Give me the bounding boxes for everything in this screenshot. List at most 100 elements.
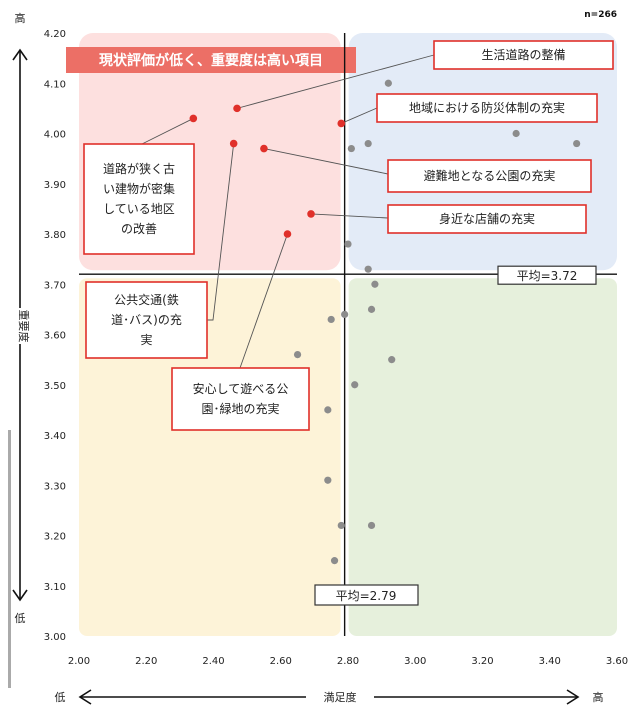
scatter-point: [351, 381, 359, 389]
callout-box: [433, 40, 614, 70]
highlighted-point: [229, 139, 238, 148]
highlighted-point: [260, 144, 268, 153]
y-axis-label: 重要度: [17, 310, 31, 343]
quadrant-title-text: 現状評価が低く、重要度は高い項目: [99, 52, 323, 69]
callout: 身近な店舗の充実: [387, 204, 587, 234]
scatter-point: [371, 280, 379, 288]
leader-line: [341, 107, 378, 124]
scatter-point: [367, 305, 376, 313]
highlighted-point: [337, 119, 346, 128]
callout-text: している地区: [103, 202, 175, 216]
y-mean-label-box: [497, 265, 597, 285]
callout-box: [85, 281, 208, 359]
callout-leaders: [141, 54, 435, 369]
x-axis-label: 満足度: [324, 690, 357, 704]
scatter-point: [364, 139, 372, 148]
x-tick-label: 2.20: [135, 656, 157, 667]
x-tick-label: 2.00: [68, 656, 90, 667]
quadrant-title-bg: [66, 47, 356, 73]
highlighted-point: [307, 210, 315, 218]
y-tick-label: 3.90: [44, 180, 66, 191]
scatter-point: [293, 351, 302, 359]
y-mean-label: 平均=3.72: [497, 265, 597, 285]
callout-box: [376, 93, 598, 123]
callout-text: い建物が密集: [103, 181, 175, 196]
callout-text: 生活道路の整備: [481, 47, 565, 62]
mean-lines: 平均=3.72 平均=2.79: [79, 33, 617, 636]
y-mean-label-text: 平均=3.72: [517, 269, 578, 283]
n-label: n=266: [584, 10, 617, 20]
y-tick-label: 4.20: [44, 29, 66, 40]
leader-line: [263, 148, 389, 175]
scatter-point: [573, 139, 581, 148]
callout-text: 安心して遊べる公: [193, 381, 289, 396]
x-mean-label-text: 平均=2.79: [336, 589, 397, 603]
y-high-label: 高: [15, 11, 26, 25]
x-tick-label: 3.40: [539, 656, 561, 667]
scatter-point: [344, 240, 352, 248]
scatter-point: [324, 476, 332, 484]
y-tick-label: 3.40: [44, 431, 66, 442]
y-tick-label: 3.10: [44, 582, 66, 593]
scatter-point: [341, 310, 349, 318]
callout-box: [387, 159, 592, 193]
leader-line: [207, 143, 235, 321]
y-tick-label: 3.70: [44, 280, 66, 291]
x-tick-label: 2.60: [270, 656, 292, 667]
x-mean-label: 平均=2.79: [314, 584, 419, 606]
callout-text: 道･バス)の充: [111, 312, 182, 327]
side-bar: [8, 430, 11, 688]
x-tick-label: 2.80: [337, 656, 359, 667]
x-arrow-head-right: [566, 689, 580, 705]
callout-text: 地域における防災体制の充実: [409, 100, 565, 115]
callout: 地域における防災体制の充実: [376, 93, 598, 123]
scatter-point: [347, 144, 355, 153]
quadrant-title: 現状評価が低く、重要度は高い項目: [66, 47, 356, 73]
scatter-point: [364, 265, 372, 273]
y-tick-label: 4.00: [44, 130, 66, 141]
y-tick-label: 3.60: [44, 331, 66, 342]
x-low-label: 低: [55, 691, 66, 704]
highlighted-point: [283, 230, 292, 238]
x-mean-label-box: [314, 584, 419, 606]
callout-text: 身近な店舗の充実: [439, 211, 535, 226]
x-tick-label: 3.00: [404, 656, 426, 667]
scatter-point: [327, 315, 335, 324]
highlighted-point: [189, 114, 198, 123]
y-low-label: 低: [15, 612, 26, 625]
callout-box: [83, 143, 195, 255]
scatter-point: [330, 557, 339, 565]
y-arrow-head-up: [12, 48, 28, 61]
x-axis-ticks: 2.00 2.20 2.40 2.60 2.80 3.00 3.20 3.40 3.60: [68, 656, 628, 667]
callout: 生活道路の整備: [433, 40, 614, 70]
leader-line: [141, 118, 194, 145]
callout-box: [171, 367, 310, 431]
callout-text: の改善: [121, 221, 157, 236]
scatter-point: [512, 129, 520, 138]
y-axis-ticks: 3.00 3.10 3.20 3.30 3.40 3.50 3.60 3.70 3.80 3.90…: [44, 29, 66, 643]
callout-text: 公共交通(鉄: [114, 292, 179, 307]
y-tick-label: 4.10: [44, 79, 66, 90]
callout-text: 道路が狭く古: [103, 161, 175, 176]
callout-box: [387, 204, 587, 234]
callout: 公共交通(鉄道･バス)の充実: [85, 281, 208, 359]
scatter-point: [384, 79, 392, 87]
scatter-point: [337, 521, 345, 530]
x-tick-label: 2.40: [202, 656, 224, 667]
leader-line: [236, 54, 435, 109]
y-tick-label: 3.20: [44, 532, 66, 543]
highlighted-point: [233, 104, 241, 113]
quadrant-lower-right: [348, 278, 617, 636]
x-tick-label: 3.20: [471, 656, 493, 667]
callout: 避難地となる公園の充実: [387, 159, 592, 193]
x-high-label: 高: [593, 690, 604, 704]
y-arrow-head-down: [12, 589, 28, 602]
callout-text: 避難地となる公園の充実: [424, 168, 556, 183]
y-tick-label: 3.50: [44, 381, 66, 392]
leader-line: [239, 233, 288, 369]
